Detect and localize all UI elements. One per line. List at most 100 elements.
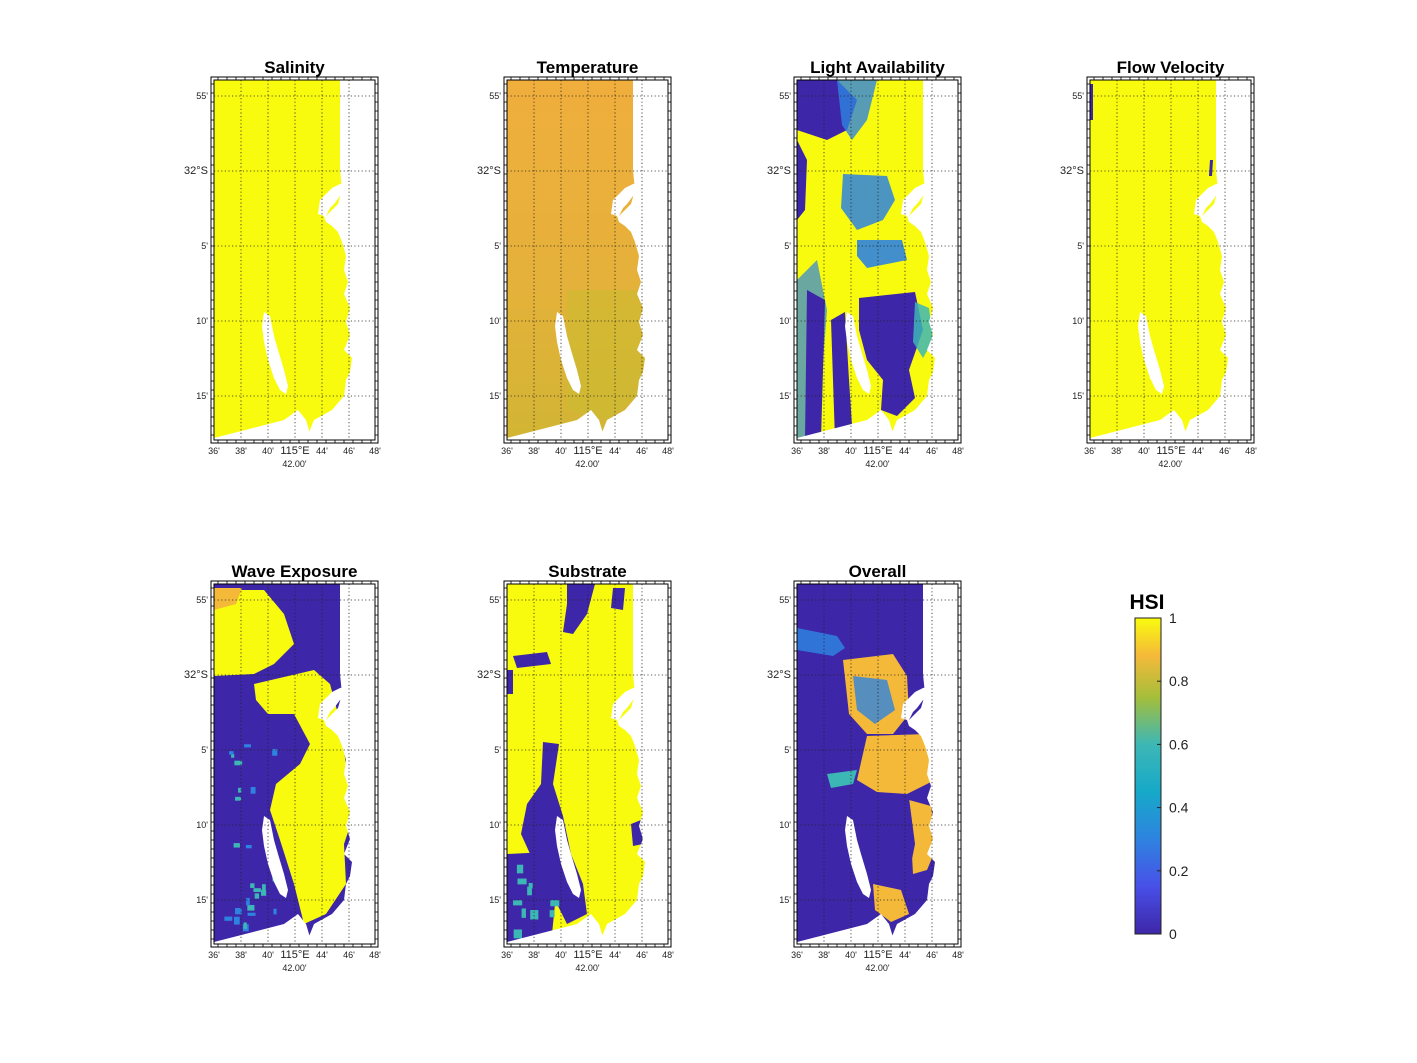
longitude-tick-label: 40' <box>262 950 274 960</box>
longitude-tick-label: 40' <box>262 446 274 456</box>
latitude-tick-label: 32°S <box>767 669 791 681</box>
longitude-tick-label: 46' <box>636 950 648 960</box>
longitude-tick-label: 44' <box>899 446 911 456</box>
low-light-zone <box>797 140 807 220</box>
mid-light-zone <box>841 174 895 230</box>
longitude-tick-label: 40' <box>845 950 857 960</box>
longitude-tick-label: 36' <box>208 446 220 456</box>
longitude-tick-label: 115°E <box>1156 445 1185 457</box>
longitude-tick-label: 48' <box>662 446 674 456</box>
latitude-tick-label: 32°S <box>477 669 501 681</box>
latitude-tick-label: 15' <box>196 895 208 905</box>
longitude-tick-label: 38' <box>235 950 247 960</box>
map-frame <box>796 79 959 441</box>
mid-suitability-zone <box>853 676 895 724</box>
longitude-tick-label: 115°E <box>573 445 602 457</box>
unsuitable-substrate-patch <box>507 670 513 694</box>
map-panel-wave: Wave Exposure 55' 32°S 5' 10' 15' 36' 38' 40' 115… <box>184 562 381 973</box>
longitude-tick-label: 46' <box>926 446 938 456</box>
latitude-tick-label: 32°S <box>184 669 208 681</box>
island-mask <box>845 816 871 898</box>
longitude-tick-label: 115°E <box>280 949 309 961</box>
mid-light-zone <box>837 80 877 140</box>
colorbar-tick-label: 0 <box>1169 926 1177 942</box>
latitude-tick-label: 55' <box>489 91 501 101</box>
longitude-center-label: 42.00' <box>865 459 890 469</box>
latitude-tick-label: 55' <box>1072 91 1084 101</box>
exposure-speckle <box>272 748 278 756</box>
map-frame-outer <box>503 580 672 948</box>
exposure-speckle <box>235 796 242 801</box>
map-area <box>507 80 668 440</box>
colorbar-tick-label: 0.2 <box>1169 863 1189 879</box>
exposure-speckle <box>247 912 256 916</box>
latitude-tick-label: 55' <box>196 91 208 101</box>
longitude-tick-label: 36' <box>1084 446 1096 456</box>
high-suitability-zone <box>214 588 242 610</box>
map-area <box>1090 80 1251 440</box>
longitude-tick-label: 46' <box>636 446 648 456</box>
colorbar-tick-label: 0.8 <box>1169 673 1189 689</box>
map-frame-outer <box>793 76 962 444</box>
latitude-tick-label: 32°S <box>767 165 791 177</box>
land-mask <box>306 80 375 440</box>
substrate-speckle <box>513 900 523 906</box>
exposure-speckle <box>233 843 240 848</box>
latitude-tick-label: 5' <box>784 241 791 251</box>
longitude-tick-label: 46' <box>343 446 355 456</box>
high-suitability-zone <box>254 670 354 924</box>
island-mask <box>262 816 288 898</box>
panel-title: Salinity <box>264 58 325 77</box>
land-mask <box>1182 80 1251 440</box>
longitude-tick-label: 40' <box>845 446 857 456</box>
island-mask <box>845 312 871 394</box>
longitude-center-label: 42.00' <box>282 459 307 469</box>
colorbar-gradient <box>1134 617 1162 935</box>
longitude-tick-label: 48' <box>662 950 674 960</box>
map-frame <box>213 79 376 441</box>
longitude-tick-label: 44' <box>899 950 911 960</box>
map-frame <box>796 583 959 945</box>
mid-light-zone <box>857 240 907 268</box>
latitude-tick-label: 32°S <box>1060 165 1084 177</box>
low-light-zone <box>859 292 923 416</box>
colorbar-tick-label: 0.6 <box>1169 736 1189 752</box>
map-panel-substrate: Substrate 55' 32°S 5' 10' 15' 36' 38' 40' 115°E 44… <box>477 562 674 973</box>
land-mask <box>599 584 668 944</box>
substrate-speckle <box>517 878 527 885</box>
latitude-tick-label: 32°S <box>184 165 208 177</box>
island-mask <box>1138 312 1164 394</box>
mid-light-zone <box>913 302 933 358</box>
exposure-speckle <box>234 760 243 766</box>
exposure-speckle <box>262 884 266 892</box>
exposure-speckle <box>250 787 256 794</box>
longitude-tick-label: 38' <box>818 446 830 456</box>
longitude-center-label: 42.00' <box>575 963 600 973</box>
map-panel-flow: Flow Velocity 55' 32°S 5' 10' 15' 36' 38' 40' 115… <box>1060 58 1257 469</box>
colorbar-tick-label: 1 <box>1169 610 1177 626</box>
map-frame-outer <box>210 580 379 948</box>
latitude-tick-label: 10' <box>779 316 791 326</box>
high-suitability-zone <box>857 734 935 794</box>
exposure-speckle <box>235 908 242 915</box>
unsuitable-substrate-patch <box>513 652 551 668</box>
longitude-tick-label: 38' <box>235 446 247 456</box>
map-frame-outer <box>793 580 962 948</box>
exposure-speckle <box>238 787 242 793</box>
substrate-speckle <box>550 900 560 907</box>
longitude-tick-label: 46' <box>1219 446 1231 456</box>
exposure-speckle <box>253 888 261 892</box>
substrate-speckle <box>516 864 524 874</box>
longitude-tick-label: 44' <box>316 950 328 960</box>
longitude-tick-label: 48' <box>952 950 964 960</box>
latitude-tick-label: 15' <box>779 391 791 401</box>
longitude-tick-label: 36' <box>791 950 803 960</box>
map-panel-temperature: Temperature 55' 32°S 5' 10' 15' 36' 38' 40' 115°E… <box>477 58 674 469</box>
longitude-tick-label: 40' <box>555 446 567 456</box>
longitude-tick-label: 36' <box>208 950 220 960</box>
exposure-speckle <box>243 922 247 929</box>
island-mask <box>262 312 288 394</box>
substrate-speckle <box>528 883 533 889</box>
land-mask <box>214 410 312 440</box>
